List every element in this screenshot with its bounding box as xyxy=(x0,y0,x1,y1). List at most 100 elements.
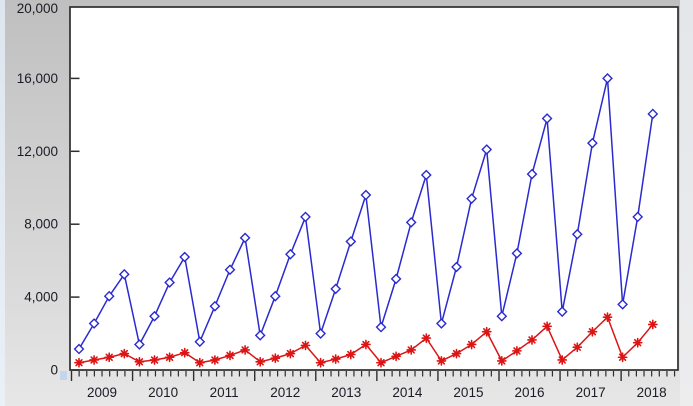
window-left-bevel xyxy=(0,0,5,406)
y-axis-tick-label: 20,000 xyxy=(17,1,58,16)
marker-open-diamond xyxy=(134,339,145,350)
marker-asterisk xyxy=(104,352,115,363)
marker-asterisk xyxy=(210,355,220,365)
marker-open-diamond xyxy=(285,248,296,260)
x-axis-year-label: 2014 xyxy=(392,385,423,400)
marker-open-diamond xyxy=(556,306,568,318)
marker-asterisk xyxy=(285,348,296,359)
marker-asterisk xyxy=(361,339,371,350)
marker-asterisk xyxy=(194,357,205,368)
marker-asterisk xyxy=(406,345,417,355)
x-axis-year-label: 2012 xyxy=(270,385,300,400)
y-axis-tick-label: 8,000 xyxy=(24,217,58,232)
marker-asterisk xyxy=(345,349,356,360)
x-axis-year-label: 2013 xyxy=(331,385,361,400)
marker-open-diamond xyxy=(632,211,644,223)
window-right-bevel xyxy=(680,0,693,406)
marker-asterisk xyxy=(572,342,583,353)
marker-asterisk xyxy=(179,347,190,358)
marker-open-diamond xyxy=(647,108,659,120)
x-axis-year-label: 2017 xyxy=(576,385,606,400)
marker-asterisk xyxy=(617,352,628,363)
marker-open-diamond xyxy=(118,268,130,280)
marker-open-diamond xyxy=(164,277,175,288)
y-axis-tick-label: 0 xyxy=(50,363,58,378)
marker-asterisk xyxy=(511,345,522,356)
x-axis-year-label: 2016 xyxy=(515,385,545,400)
marker-asterisk xyxy=(225,350,235,361)
marker-asterisk xyxy=(466,339,477,350)
marker-open-diamond xyxy=(451,261,462,273)
marker-open-diamond xyxy=(300,211,311,223)
marker-open-diamond xyxy=(436,318,447,329)
marker-open-diamond xyxy=(209,300,221,312)
marker-asterisk xyxy=(300,340,311,351)
marker-asterisk xyxy=(542,321,552,332)
marker-open-diamond xyxy=(481,144,493,155)
marker-asterisk xyxy=(330,354,341,364)
marker-open-diamond xyxy=(345,236,357,247)
marker-asterisk xyxy=(134,356,145,367)
marker-open-diamond xyxy=(315,328,326,339)
marker-asterisk xyxy=(74,357,84,368)
x-axis-year-label: 2018 xyxy=(637,385,667,400)
marker-open-diamond xyxy=(194,336,206,348)
marker-asterisk xyxy=(255,356,266,367)
marker-asterisk xyxy=(240,345,250,355)
marker-asterisk xyxy=(481,326,492,337)
marker-asterisk xyxy=(421,333,432,344)
marker-open-diamond xyxy=(149,310,160,322)
marker-open-diamond xyxy=(617,299,628,310)
marker-open-diamond xyxy=(73,343,85,355)
plot-area xyxy=(69,6,679,371)
marker-asterisk xyxy=(89,355,99,365)
marker-asterisk xyxy=(270,353,281,364)
marker-asterisk xyxy=(391,351,401,362)
marker-open-diamond xyxy=(254,329,266,341)
marker-open-diamond xyxy=(103,290,115,302)
x-axis-year-label: 2010 xyxy=(148,385,178,400)
marker-open-diamond xyxy=(511,247,523,259)
marker-asterisk xyxy=(587,326,598,337)
marker-open-diamond xyxy=(224,264,236,276)
marker-asterisk xyxy=(602,312,613,323)
marker-open-diamond xyxy=(375,321,387,333)
marker-open-diamond xyxy=(179,251,191,263)
x-axis-year-label: 2009 xyxy=(87,385,117,400)
axis-corner-bevel-notch xyxy=(60,371,67,380)
marker-asterisk xyxy=(451,348,462,359)
marker-asterisk xyxy=(632,337,643,348)
marker-open-diamond xyxy=(360,189,372,201)
marker-asterisk xyxy=(149,355,160,365)
marker-asterisk xyxy=(315,357,326,368)
marker-open-diamond xyxy=(602,73,613,84)
x-axis-year-label: 2011 xyxy=(210,385,239,400)
marker-open-diamond xyxy=(420,169,432,181)
y-axis-tick-label: 16,000 xyxy=(17,71,58,86)
marker-asterisk xyxy=(119,348,130,359)
marker-open-diamond xyxy=(526,168,538,180)
marker-asterisk xyxy=(164,352,175,363)
y-axis-tick-label: 4,000 xyxy=(24,290,58,305)
y-axis-tick-label: 12,000 xyxy=(17,144,58,159)
marker-open-diamond xyxy=(269,290,281,302)
marker-asterisk xyxy=(557,355,568,365)
marker-asterisk xyxy=(527,335,537,345)
marker-asterisk xyxy=(376,357,386,368)
marker-open-diamond xyxy=(541,113,553,124)
marker-asterisk xyxy=(436,355,447,366)
marker-asterisk xyxy=(496,355,507,366)
marker-open-diamond xyxy=(239,232,251,244)
marker-open-diamond xyxy=(587,137,598,149)
marker-asterisk xyxy=(647,319,658,330)
marker-open-diamond xyxy=(496,310,508,322)
marker-open-diamond xyxy=(330,283,342,295)
marker-open-diamond xyxy=(571,228,583,240)
marker-open-diamond xyxy=(390,273,402,285)
marker-open-diamond xyxy=(466,193,477,205)
marker-open-diamond xyxy=(88,318,100,329)
x-axis-year-label: 2015 xyxy=(453,385,483,400)
marker-open-diamond xyxy=(405,216,417,228)
